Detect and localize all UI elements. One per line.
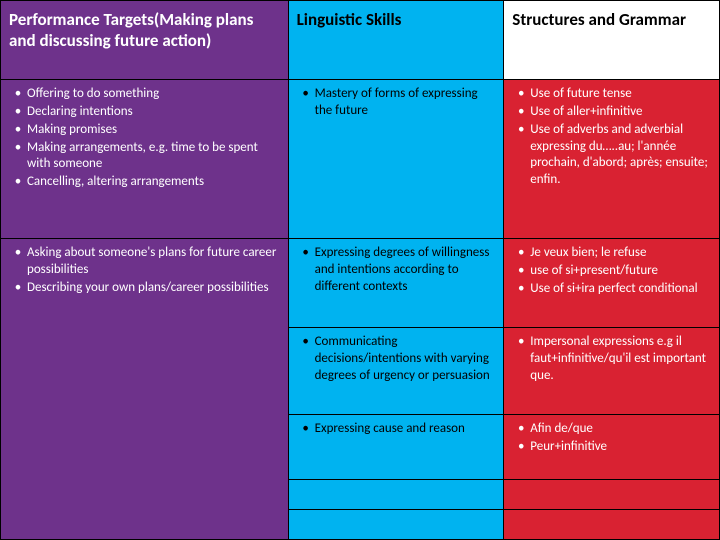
cell-r1c2: •Mastery of forms of expressing the futu… — [288, 79, 504, 238]
item-text: Communicating decisions/intentions with … — [315, 334, 496, 385]
item-text: Impersonal expressions e.g il faut+infin… — [530, 334, 711, 385]
header-linguistic: Linguistic Skills — [288, 1, 504, 80]
item-text: Declaring intentions — [27, 104, 133, 121]
cell-r1c1: •Offering to do something •Declaring int… — [1, 79, 289, 238]
item-text: Je veux bien; le refuse — [530, 245, 646, 262]
cell-empty — [288, 510, 504, 540]
cell-r2c3: •Je veux bien; le refuse •use of si+pres… — [504, 239, 720, 328]
item-text: Use of aller+infinitive — [530, 104, 642, 121]
item-text: Expressing degrees of willingness and in… — [315, 245, 496, 296]
cell-empty — [504, 480, 720, 510]
content-row-1: •Offering to do something •Declaring int… — [1, 79, 720, 238]
header-structures: Structures and Grammar — [504, 1, 720, 80]
cell-r4c2: •Expressing cause and reason — [288, 414, 504, 479]
item-text: Use of adverbs and adverbial expressing … — [530, 122, 711, 190]
cell-empty — [288, 480, 504, 510]
content-row-2: •Asking about someone's plans for future… — [1, 239, 720, 328]
item-text: Asking about someone's plans for future … — [27, 245, 280, 279]
item-text: use of si+present/future — [530, 263, 658, 280]
item-text: Mastery of forms of expressing the futur… — [315, 86, 496, 120]
item-text: Afin de/que — [530, 421, 593, 438]
item-text: Making promises — [27, 122, 117, 139]
item-text: Offering to do something — [27, 86, 159, 103]
item-text: Making arrangements, e.g. time to be spe… — [27, 140, 280, 174]
curriculum-table: Performance Targets(Making plans and dis… — [0, 0, 720, 540]
cell-r1c3: •Use of future tense •Use of aller+infin… — [504, 79, 720, 238]
cell-r2c2: •Expressing degrees of willingness and i… — [288, 239, 504, 328]
item-text: Peur+infinitive — [530, 439, 607, 456]
item-text: Use of si+ira perfect conditional — [530, 281, 697, 298]
cell-empty — [504, 510, 720, 540]
cell-r3c3: •Impersonal expressions e.g il faut+infi… — [504, 328, 720, 414]
item-text: Cancelling, altering arrangements — [27, 174, 204, 191]
item-text: Describing your own plans/career possibi… — [27, 280, 269, 297]
item-text: Use of future tense — [530, 86, 631, 103]
item-text: Expressing cause and reason — [315, 421, 465, 438]
cell-r3c2: •Communicating decisions/intentions with… — [288, 328, 504, 414]
header-performance: Performance Targets(Making plans and dis… — [1, 1, 289, 80]
cell-r2c1: •Asking about someone's plans for future… — [1, 239, 289, 540]
header-row: Performance Targets(Making plans and dis… — [1, 1, 720, 80]
cell-r4c3: •Afin de/que •Peur+infinitive — [504, 414, 720, 479]
